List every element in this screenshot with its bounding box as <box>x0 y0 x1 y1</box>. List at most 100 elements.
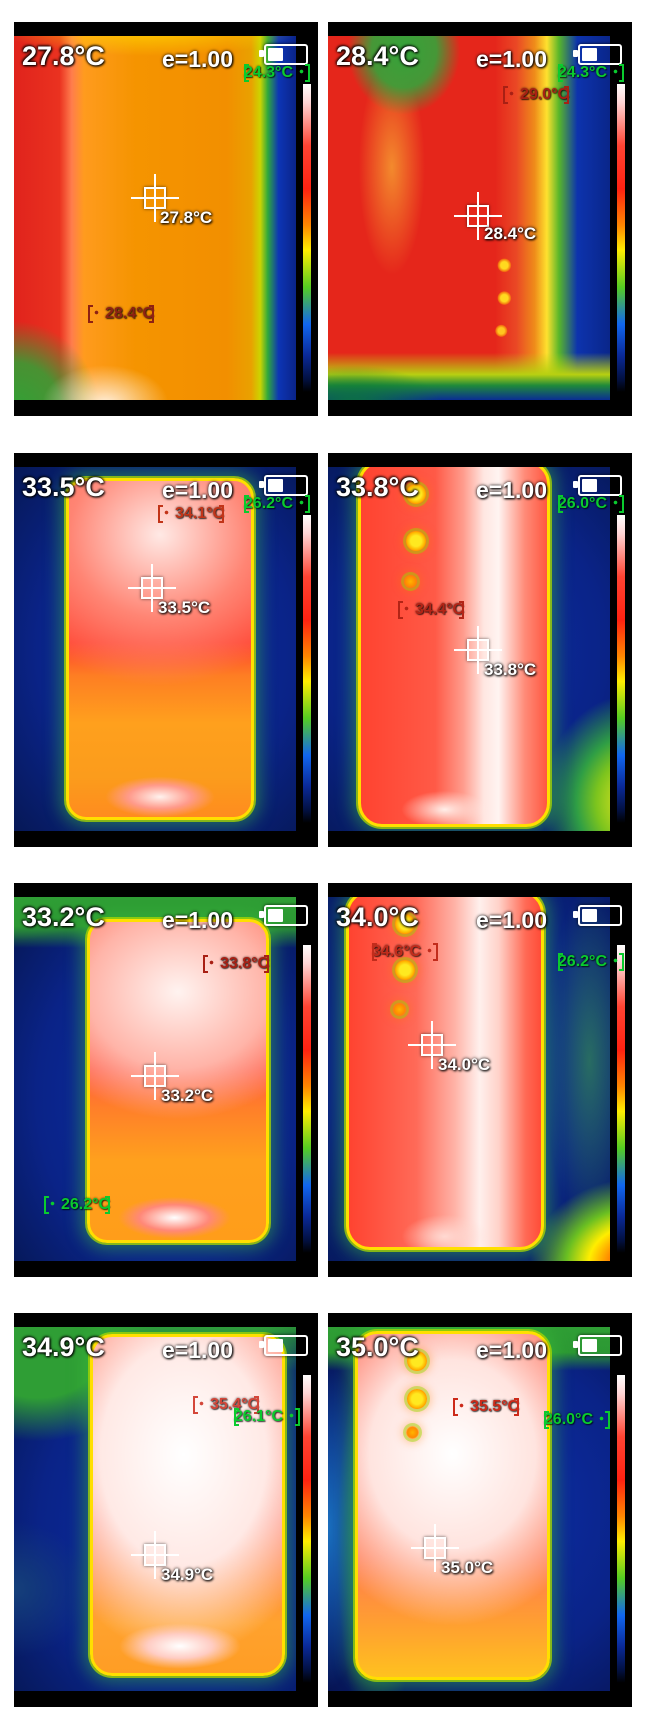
color-scale-strip <box>610 897 632 1261</box>
color-scale-strip <box>610 1327 632 1691</box>
center-temp-label: 33.8°C <box>484 660 537 679</box>
battery-icon <box>573 1335 622 1356</box>
panel-bottom-bar <box>328 831 632 847</box>
phone-heat-silhouette <box>358 467 550 828</box>
thermal-panel-3: 33.5°C e=1.00 26.2°C 34.1°C 33.5°C <box>14 453 318 847</box>
emissivity-value: e=1.00 <box>476 1337 547 1363</box>
bracket-marker-icon <box>595 1412 608 1425</box>
main-temp-reading: 28.4°C <box>336 41 419 71</box>
color-scale-bar <box>617 1375 625 1683</box>
max-temp-marker: 28.4°C <box>88 305 154 323</box>
max-temp-marker: 29.0°C <box>503 86 569 104</box>
min-temp-value: 26.2°C <box>243 495 293 512</box>
center-crosshair-icon <box>411 1524 459 1572</box>
color-scale-bar <box>617 515 625 823</box>
phone-heat-silhouette <box>86 918 270 1243</box>
min-temp-marker: 24.3°C <box>558 64 624 82</box>
panel-top-bar <box>328 22 632 36</box>
main-temp-reading: 35.0°C <box>336 1332 419 1362</box>
max-temp-marker: 35.4°C <box>193 1396 259 1414</box>
bracket-marker-icon <box>455 1399 468 1412</box>
color-scale-bar <box>617 84 625 392</box>
emissivity-value: e=1.00 <box>162 907 233 933</box>
thermal-panel-4: 33.8°C e=1.00 26.0°C 34.4°C 33.8°C <box>328 453 632 847</box>
min-temp-marker: 26.2°C <box>44 1196 110 1214</box>
max-temp-value: 29.0°C <box>520 86 570 103</box>
panel-top-bar <box>328 1313 632 1327</box>
bracket-marker-icon <box>285 1409 298 1422</box>
emissivity-value: e=1.00 <box>476 46 547 72</box>
thermal-view <box>328 1327 632 1691</box>
hud-overlay: 28.4°C e=1.00 24.3°C 29.0°C 28.4°C <box>328 22 632 416</box>
center-temp-label: 34.0°C <box>438 1055 491 1074</box>
phone-heat-silhouette <box>65 477 255 821</box>
thermal-view <box>14 1327 318 1691</box>
min-temp-value: 24.3°C <box>243 64 293 81</box>
main-temp-reading: 34.9°C <box>22 1332 105 1362</box>
panel-top-bar <box>14 883 318 897</box>
panel-bottom-bar <box>14 1261 318 1277</box>
camera-lens-hotspot <box>395 913 416 934</box>
phone-heat-silhouette <box>90 1334 285 1677</box>
max-temp-value: 35.5°C <box>470 1398 520 1415</box>
camera-lens-hotspot <box>405 484 426 505</box>
hud-overlay: 34.0°C e=1.00 34.6°C 26.2°C 34.0°C <box>328 883 632 1277</box>
color-scale-strip <box>610 467 632 831</box>
camera-lens-hotspot <box>407 1350 428 1371</box>
panel-bottom-bar <box>328 1261 632 1277</box>
hud-overlay: 34.9°C e=1.00 35.4°C 26.1°C 34.9°C <box>14 1313 318 1707</box>
battery-icon <box>259 475 308 496</box>
bracket-marker-icon <box>609 954 622 967</box>
center-crosshair-icon <box>131 1052 179 1100</box>
bracket-marker-icon <box>46 1197 59 1210</box>
center-temp-label: 35.0°C <box>441 1558 494 1577</box>
panel-top-bar <box>328 453 632 467</box>
min-temp-value: 26.0°C <box>557 495 607 512</box>
panel-top-bar <box>328 883 632 897</box>
max-temp-marker: 34.6°C <box>372 943 438 961</box>
panel-top-bar <box>14 1313 318 1327</box>
max-temp-marker: 33.8°C <box>203 955 269 973</box>
bracket-marker-icon <box>295 65 308 78</box>
max-temp-value: 35.4°C <box>210 1396 260 1413</box>
center-temp-label: 34.9°C <box>161 1565 214 1584</box>
main-temp-reading: 33.5°C <box>22 472 105 502</box>
min-temp-marker: 26.2°C <box>558 953 624 971</box>
center-crosshair-icon <box>131 1531 179 1579</box>
bracket-marker-icon <box>423 944 437 957</box>
center-crosshair-icon <box>454 626 502 674</box>
max-temp-value: 34.6°C <box>372 943 422 960</box>
color-scale-strip <box>610 36 632 400</box>
panel-bottom-bar <box>14 831 318 847</box>
battery-icon <box>259 905 308 926</box>
battery-icon <box>573 475 622 496</box>
battery-icon <box>573 905 622 926</box>
color-scale-strip <box>296 897 318 1261</box>
min-temp-value: 26.2°C <box>557 953 607 970</box>
camera-lens-hotspot <box>405 1426 419 1440</box>
center-temp-label: 33.5°C <box>158 598 211 617</box>
hud-overlay: 35.0°C e=1.00 35.5°C 26.0°C 35.0°C <box>328 1313 632 1707</box>
min-temp-marker: 26.2°C <box>244 495 310 513</box>
bracket-marker-icon <box>609 496 622 509</box>
panel-top-bar <box>14 22 318 36</box>
hud-overlay: 33.5°C e=1.00 26.2°C 34.1°C 33.5°C <box>14 453 318 847</box>
max-temp-value: 28.4°C <box>105 305 155 322</box>
camera-lens-hotspot <box>405 531 426 552</box>
max-temp-value: 33.8°C <box>220 955 270 972</box>
thermal-panel-5: 33.2°C e=1.00 33.8°C 26.2°C 33.2°C <box>14 883 318 1277</box>
thermal-view <box>14 36 318 400</box>
main-temp-reading: 34.0°C <box>336 902 419 932</box>
color-scale-bar <box>617 945 625 1253</box>
color-scale-bar <box>303 945 311 1253</box>
hud-overlay: 33.2°C e=1.00 33.8°C 26.2°C 33.2°C <box>14 883 318 1277</box>
bracket-marker-icon <box>205 956 218 969</box>
panel-bottom-bar <box>328 1691 632 1707</box>
min-temp-marker: 24.3°C <box>244 64 310 82</box>
thermal-panel-8: 35.0°C e=1.00 35.5°C 26.0°C 35.0°C <box>328 1313 632 1707</box>
panel-bottom-bar <box>328 400 632 416</box>
max-temp-value: 34.1°C <box>175 505 225 522</box>
thermal-view <box>328 897 632 1261</box>
battery-icon <box>259 1335 308 1356</box>
color-scale-strip <box>296 1327 318 1691</box>
